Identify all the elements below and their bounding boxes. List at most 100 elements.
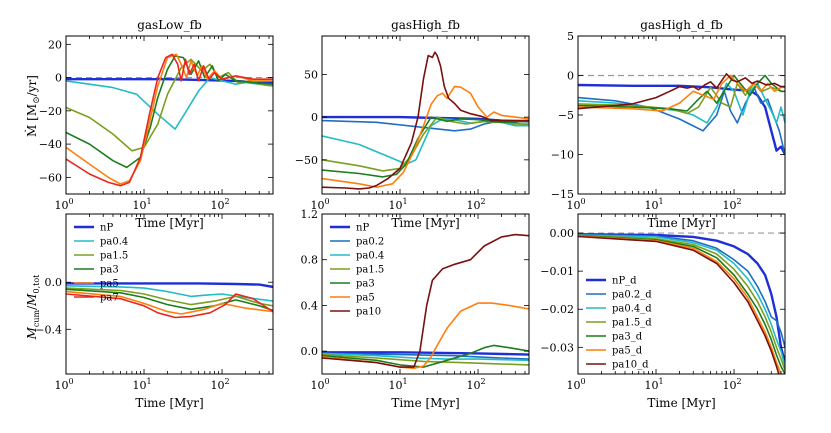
series-line-pa5 bbox=[322, 85, 529, 188]
x-tick-label: 102 bbox=[466, 377, 485, 392]
series-line-nP_d bbox=[578, 83, 785, 156]
axes-frame bbox=[65, 35, 274, 195]
y-tick-label: 0.0 bbox=[301, 345, 319, 358]
legend-label-pa5: pa5 bbox=[356, 293, 375, 304]
series-line-pa3 bbox=[66, 288, 273, 312]
series-line-pa5 bbox=[66, 290, 273, 315]
legend-label-pa3: pa3 bbox=[100, 265, 119, 276]
series-line-pa3 bbox=[66, 55, 273, 169]
legend-label-pa0.4_d: pa0.4_d bbox=[612, 304, 652, 315]
legend-label-pa10_d: pa10_d bbox=[612, 360, 649, 371]
axes-frame bbox=[321, 213, 530, 375]
series-line-pa3 bbox=[322, 344, 529, 368]
panel-title: gasLow_fb bbox=[137, 18, 202, 32]
series-line-pa3 bbox=[322, 116, 529, 178]
legend-label-pa0.2_d: pa0.2_d bbox=[612, 290, 652, 301]
x-tick-label: 101 bbox=[132, 377, 151, 392]
panel-bot-mid: 100 101 102 Time [Myr] 1.2 0.8 0.4 0.0 nP pa0.2 pa… bbox=[301, 208, 530, 410]
ylabel-bot-b: M bbox=[25, 293, 39, 307]
ylabel-bot-b-sub: 0,tot bbox=[32, 274, 41, 294]
series-line-pa0.4_d bbox=[578, 234, 785, 367]
panel-title: gasHigh_fb bbox=[391, 18, 460, 32]
x-tick-label: 101 bbox=[132, 197, 151, 212]
legend-label-pa7: pa7 bbox=[100, 293, 119, 304]
legend-label-pa3_d: pa3_d bbox=[612, 332, 643, 343]
x-tick-label: 102 bbox=[210, 377, 229, 392]
series-line-pa10 bbox=[322, 233, 529, 368]
ylabel-bot-slash: / bbox=[25, 305, 39, 310]
series-line-pa0.2 bbox=[322, 352, 529, 360]
x-axis-label: Time [Myr] bbox=[391, 216, 459, 230]
series-line-pa5_d bbox=[578, 74, 785, 112]
x-tick-label: 100 bbox=[54, 197, 73, 212]
legend-label-nP: nP bbox=[100, 223, 113, 234]
y-tick-label: 50 bbox=[304, 68, 318, 81]
y-tick-label: −0.03 bbox=[540, 341, 574, 354]
x-tick-label: 102 bbox=[722, 377, 741, 392]
x-tick-label: 100 bbox=[310, 377, 329, 392]
x-axis-label: Time [Myr] bbox=[135, 396, 203, 410]
ylabel-top-main: Ṁ [M bbox=[24, 104, 39, 137]
axes-frame bbox=[577, 35, 786, 195]
legend-label-pa0.4: pa0.4 bbox=[100, 237, 128, 248]
y-tick-label: 0 bbox=[567, 70, 574, 83]
x-tick-label: 101 bbox=[644, 197, 663, 212]
y-tick-label: −15 bbox=[551, 188, 574, 201]
series-line-pa5 bbox=[66, 53, 273, 185]
x-tick-label: 102 bbox=[722, 197, 741, 212]
series-line-pa1.5 bbox=[66, 287, 273, 307]
y-tick-label: 0.8 bbox=[301, 254, 319, 267]
y-tick-label: 5 bbox=[567, 30, 574, 43]
x-tick-label: 102 bbox=[210, 197, 229, 212]
panel-bot-right: 100 101 102 Time [Myr] 0.00 −0.01 −0.02 −0.03 nP… bbox=[540, 213, 786, 410]
legend-label-pa10: pa10 bbox=[356, 307, 381, 318]
panel-top-mid: 100 101 102 Time [Myr] 50 0 −50 gasHigh_fb bbox=[295, 18, 530, 230]
x-tick-label: 101 bbox=[644, 377, 663, 392]
y-tick-label: 0.4 bbox=[301, 299, 319, 312]
legend-label-pa1.5: pa1.5 bbox=[356, 265, 384, 276]
y-tick-label: 0.0 bbox=[45, 276, 63, 289]
series-line-nP bbox=[322, 351, 529, 356]
series-line-pa0.2_d bbox=[578, 86, 785, 155]
x-tick-label: 102 bbox=[466, 197, 485, 212]
legend-label-pa5_d: pa5_d bbox=[612, 346, 643, 357]
legend-label-pa3: pa3 bbox=[356, 279, 375, 290]
legend: nP_d pa0.2_d pa0.4_d pa1.5_d pa3_d pa5_d pa10_… bbox=[586, 276, 652, 371]
series-line-pa0.4 bbox=[66, 76, 273, 130]
series-line-pa10 bbox=[322, 51, 529, 190]
panel-title: gasHigh_d_fb bbox=[640, 18, 723, 32]
y-tick-label: 0 bbox=[311, 111, 318, 124]
x-axis-label: Time [Myr] bbox=[391, 396, 459, 410]
x-tick-label: 100 bbox=[54, 377, 73, 392]
series-line-pa3_d bbox=[578, 74, 785, 112]
series-line-pa1.5_d bbox=[578, 234, 785, 371]
series-line-pa0.4_d bbox=[578, 82, 785, 124]
legend-label-nP: nP bbox=[356, 223, 369, 234]
y-tick-label: −10 bbox=[551, 149, 574, 162]
y-tick-label: 1.2 bbox=[301, 208, 319, 221]
x-tick-label: 100 bbox=[566, 197, 585, 212]
y-tick-label: −20 bbox=[39, 105, 62, 118]
axes-frame bbox=[65, 213, 274, 375]
legend-label-pa1.5: pa1.5 bbox=[100, 251, 128, 262]
panel-top-right: 100 101 102 Time [Myr] 5 0 −5 −10 −15 gasHigh_d_f… bbox=[551, 18, 786, 230]
x-tick-label: 101 bbox=[388, 377, 407, 392]
series-line-pa1.5 bbox=[66, 58, 273, 152]
x-axis-label: Time [Myr] bbox=[647, 216, 715, 230]
y-tick-label: −50 bbox=[295, 154, 318, 167]
x-axis-label: Time [Myr] bbox=[647, 396, 715, 410]
series-line-pa5_d bbox=[578, 235, 782, 374]
legend-label-nP_d: nP_d bbox=[612, 276, 637, 287]
series-line-pa3_d bbox=[578, 234, 785, 374]
series-line-pa7 bbox=[66, 53, 273, 187]
y-tick-label: −0.02 bbox=[540, 303, 574, 316]
y-tick-label: −60 bbox=[39, 171, 62, 184]
panel-top-left: 100 101 102 Time [Myr] 20 0 −20 −40 −60 gasLow_fb bbox=[39, 18, 274, 230]
legend: nP pa0.4 pa1.5 pa3 pa5 pa7 bbox=[74, 223, 128, 304]
y-axis-label-top: Ṁ [M⊙/yr] bbox=[24, 75, 42, 137]
ylabel-top-tail: /yr] bbox=[25, 75, 39, 96]
series-line-pa10_d bbox=[578, 73, 785, 110]
y-tick-label: 20 bbox=[48, 38, 62, 51]
axes-frame bbox=[577, 213, 786, 375]
